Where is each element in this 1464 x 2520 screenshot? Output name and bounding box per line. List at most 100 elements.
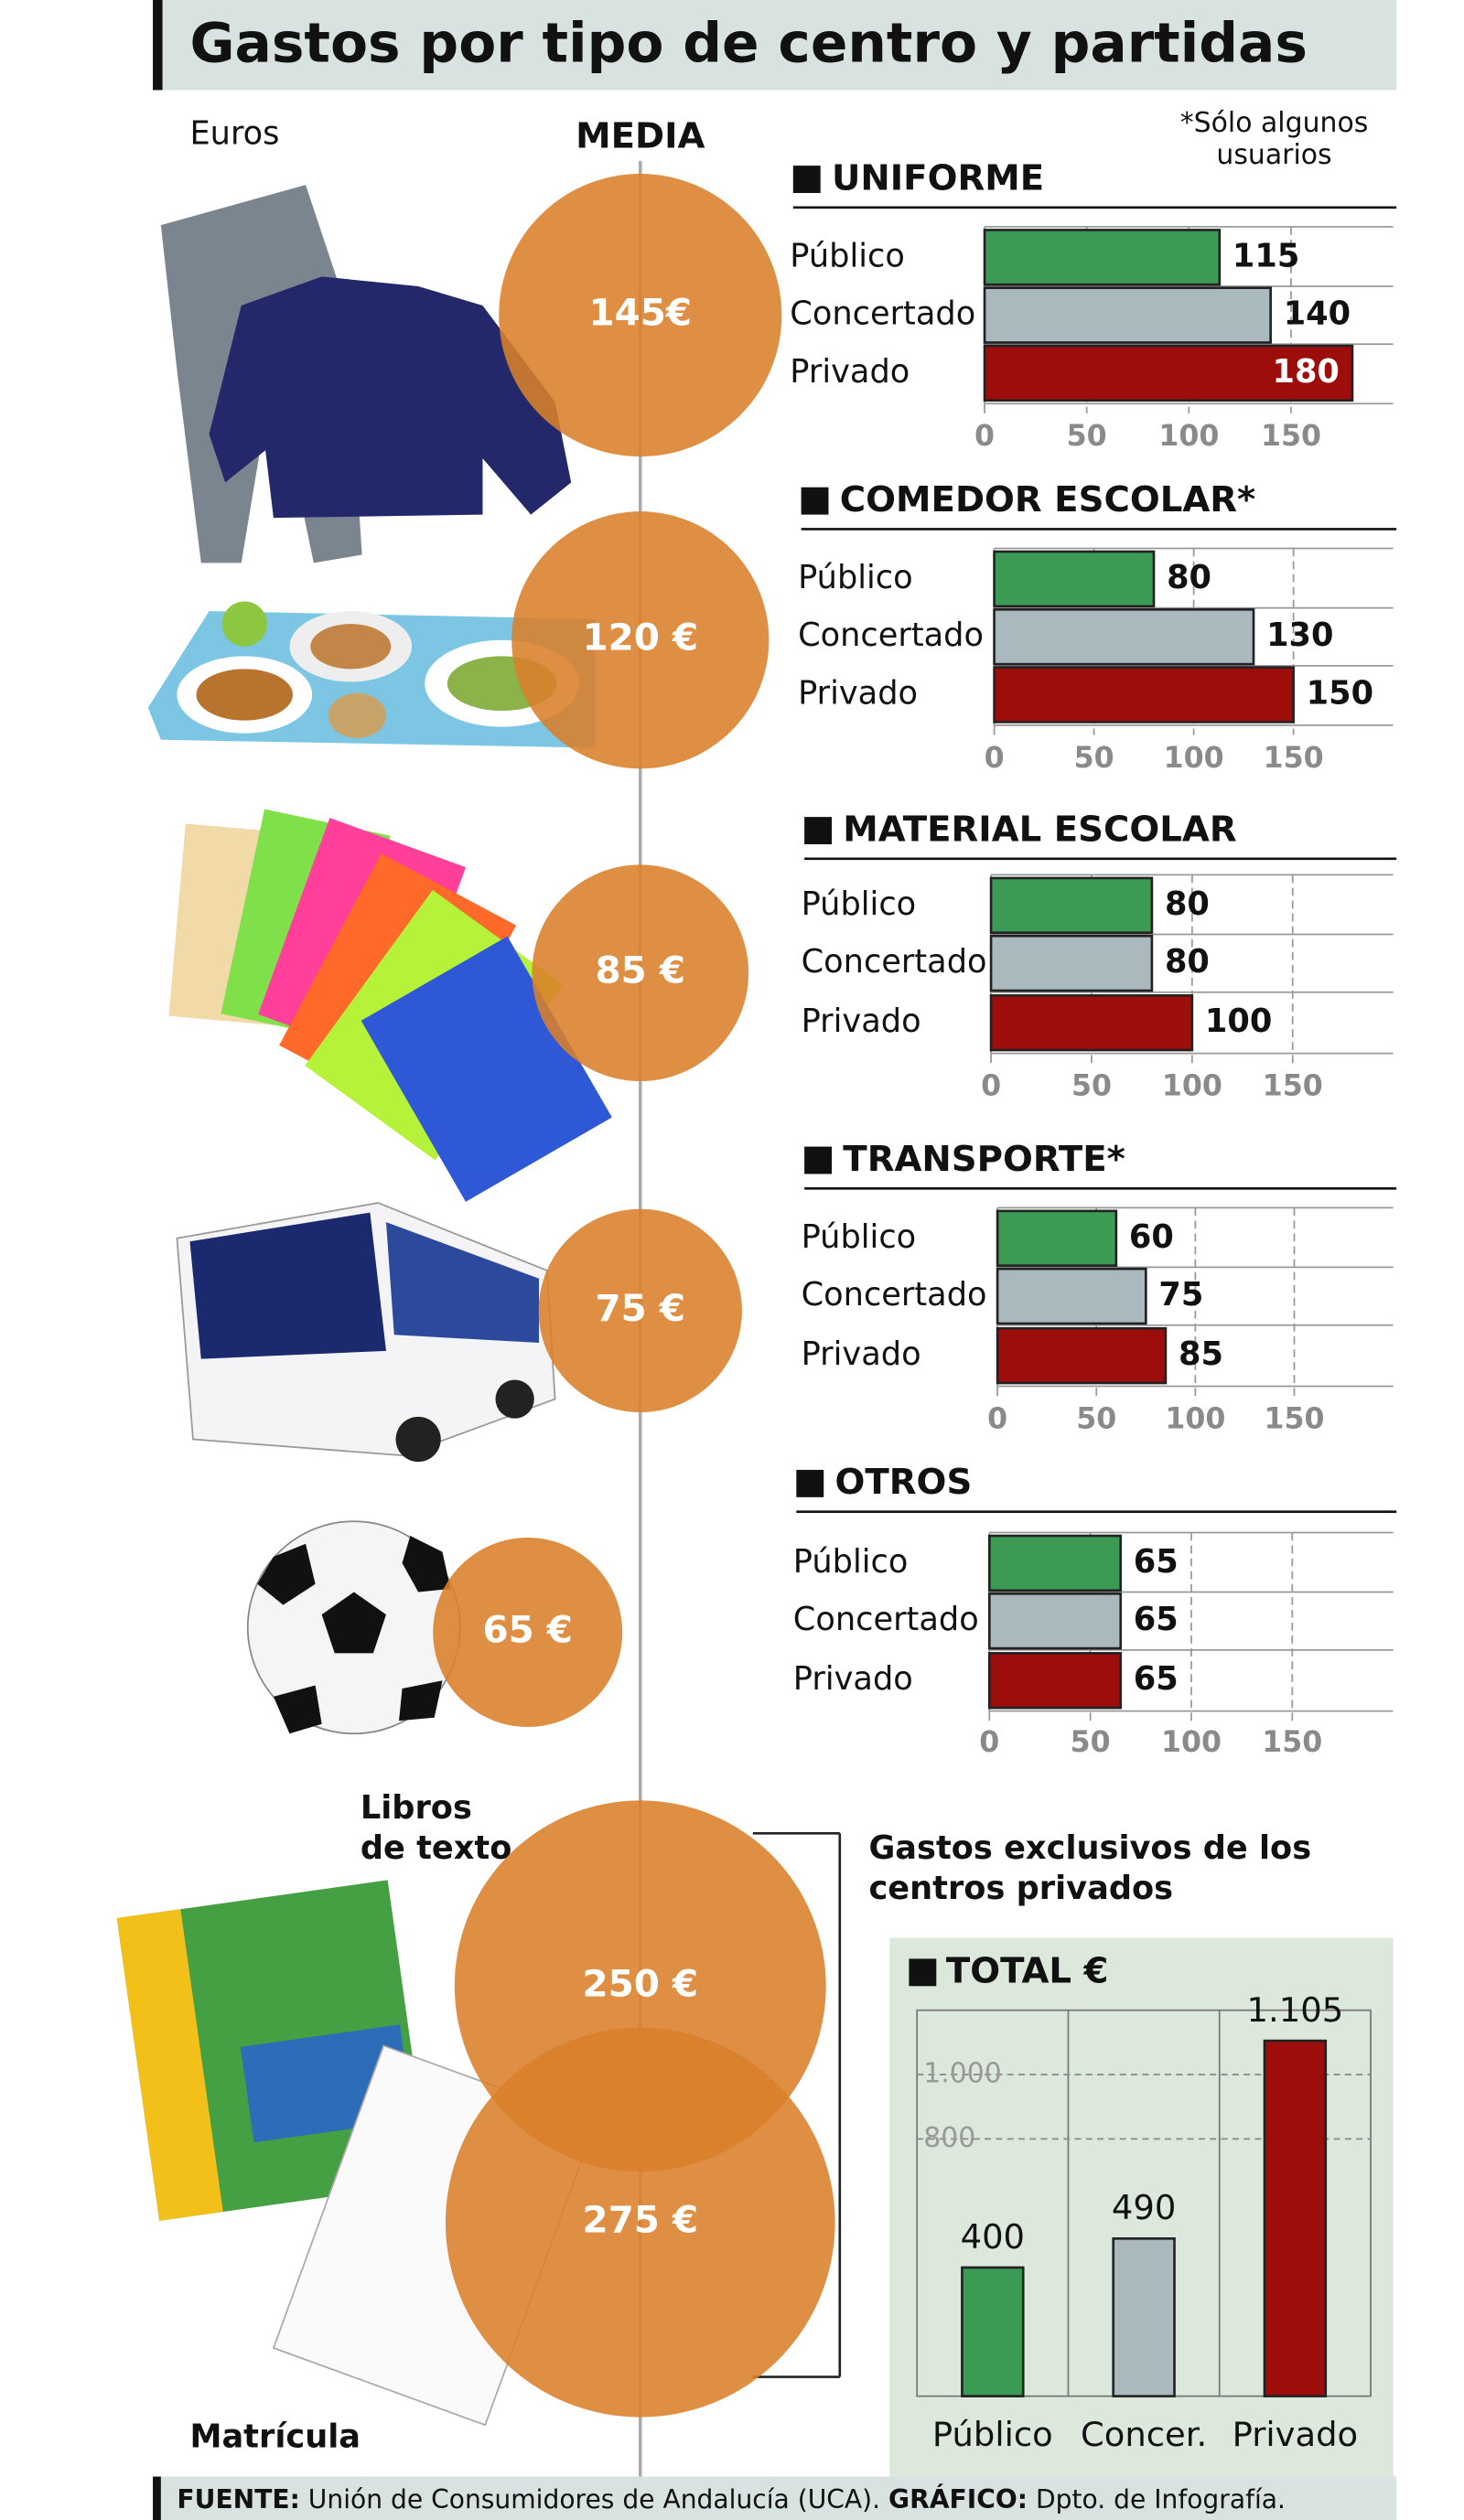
media-label: 75 €: [596, 1286, 685, 1330]
x-tick-label: 50: [1076, 1402, 1116, 1435]
media-circle: [538, 1208, 742, 1413]
x-tick-label: 50: [1067, 420, 1107, 453]
value-label: 60: [1129, 1218, 1174, 1256]
value-label: 65: [1134, 1543, 1179, 1581]
value-label: 400: [961, 2217, 1025, 2257]
category-label: Privado: [1233, 2415, 1359, 2454]
unit-label: Euros: [189, 115, 279, 153]
title-square: [909, 1958, 937, 1987]
footer-bar: [153, 2476, 161, 2520]
books-label: Libros: [361, 1789, 472, 1827]
category-label: Privado: [790, 353, 910, 391]
chart-title: MATERIAL ESCOLAR: [843, 809, 1236, 850]
value-label: 65: [1134, 1660, 1179, 1698]
footer-text: Unión de Consumidores de Andalucía (UCA)…: [308, 2484, 880, 2515]
notebooks-illustration: [168, 809, 612, 1202]
chart-title: COMEDOR ESCOLAR*: [840, 479, 1255, 520]
bar: [1263, 2039, 1328, 2397]
chart-title: TRANSPORTE*: [843, 1139, 1125, 1180]
value-label: 80: [1165, 885, 1210, 923]
bar: [993, 550, 1156, 608]
bar: [993, 608, 1255, 666]
ball-illustration: [246, 1520, 461, 1735]
category-label: Privado: [798, 675, 918, 713]
title: Gastos por tipo de centro y partidas: [189, 13, 1307, 76]
x-tick-label: 150: [1262, 1726, 1322, 1759]
category-label: Concertado: [790, 295, 975, 333]
media-circle: [433, 1538, 623, 1727]
media-label: 250 €: [582, 1961, 698, 2005]
x-tick-label: 100: [1164, 742, 1224, 775]
bar: [988, 1592, 1123, 1650]
media-circle: [445, 2027, 835, 2418]
media-circle: [499, 174, 782, 457]
category-label: Concertado: [793, 1601, 979, 1638]
value-label: 140: [1284, 295, 1351, 333]
chart-title: UNIFORME: [832, 157, 1044, 198]
title-square: [804, 817, 833, 845]
media-circle: [511, 511, 770, 769]
x-tick-label: 50: [1071, 1070, 1112, 1103]
x-tick-label: 100: [1161, 1726, 1222, 1759]
x-tick-label: 100: [1158, 420, 1219, 453]
y-tick-label: 1.000: [923, 2057, 1002, 2089]
x-tick-label: 150: [1261, 420, 1321, 453]
category-label: Público: [802, 885, 917, 923]
bar: [988, 1652, 1123, 1710]
x-tick-label: 100: [1162, 1070, 1222, 1103]
category-label: Público: [793, 1543, 909, 1581]
title-square: [804, 1146, 833, 1174]
header-band: [153, 0, 1397, 91]
bar: [989, 934, 1154, 992]
x-tick-label: 50: [1074, 742, 1114, 775]
media-circle: [532, 864, 749, 1081]
x-tick-label: 0: [985, 742, 1005, 775]
category-label: Público: [802, 1218, 917, 1256]
chart-title: TOTAL €: [946, 1951, 1109, 1992]
bar: [989, 876, 1154, 935]
x-tick-label: 0: [987, 1402, 1007, 1435]
category-label: Público: [932, 2415, 1053, 2454]
header-bar: [153, 0, 163, 91]
note: *Sólo algunos: [1180, 107, 1369, 139]
category-label: Concer.: [1081, 2415, 1207, 2454]
x-tick-label: 150: [1264, 742, 1324, 775]
y-tick-label: 800: [923, 2122, 975, 2154]
uniform-illustration: [160, 185, 572, 563]
bar: [983, 344, 1354, 402]
note: usuarios: [1216, 139, 1331, 171]
media-label: 85 €: [596, 949, 685, 992]
bar: [989, 993, 1194, 1052]
value-label: 80: [1165, 943, 1210, 981]
value-label: 490: [1112, 2188, 1176, 2227]
x-tick-label: 150: [1263, 1070, 1323, 1103]
value-label: 85: [1179, 1335, 1223, 1373]
category-label: Público: [798, 559, 913, 596]
bar: [983, 229, 1222, 286]
footer-band: [153, 2476, 1397, 2520]
value-label: 150: [1307, 675, 1373, 713]
category-label: Concertado: [802, 1276, 987, 1314]
x-tick-label: 0: [981, 1070, 1001, 1103]
exclusive-note: Gastos exclusivos de los: [868, 1829, 1311, 1867]
chart-title: OTROS: [835, 1462, 973, 1503]
title-square: [801, 487, 829, 515]
enrollment-label: Matrícula: [189, 2418, 361, 2455]
category-label: Privado: [793, 1660, 913, 1698]
category-label: Privado: [802, 1335, 921, 1373]
footer-label: FUENTE:: [177, 2484, 299, 2515]
category-label: Privado: [802, 1003, 921, 1040]
bar: [996, 1267, 1147, 1325]
media-label: 275 €: [582, 2198, 698, 2242]
x-tick-label: 100: [1165, 1402, 1225, 1435]
bar: [988, 1534, 1123, 1592]
x-tick-label: 150: [1264, 1402, 1324, 1435]
bus-illustration: [176, 1202, 556, 1463]
footer-label: GRÁFICO:: [888, 2483, 1028, 2515]
bar: [983, 286, 1272, 344]
value-label: 130: [1266, 617, 1333, 654]
value-label: 75: [1158, 1276, 1203, 1314]
x-tick-label: 0: [974, 420, 995, 453]
value-label: 115: [1233, 237, 1299, 274]
